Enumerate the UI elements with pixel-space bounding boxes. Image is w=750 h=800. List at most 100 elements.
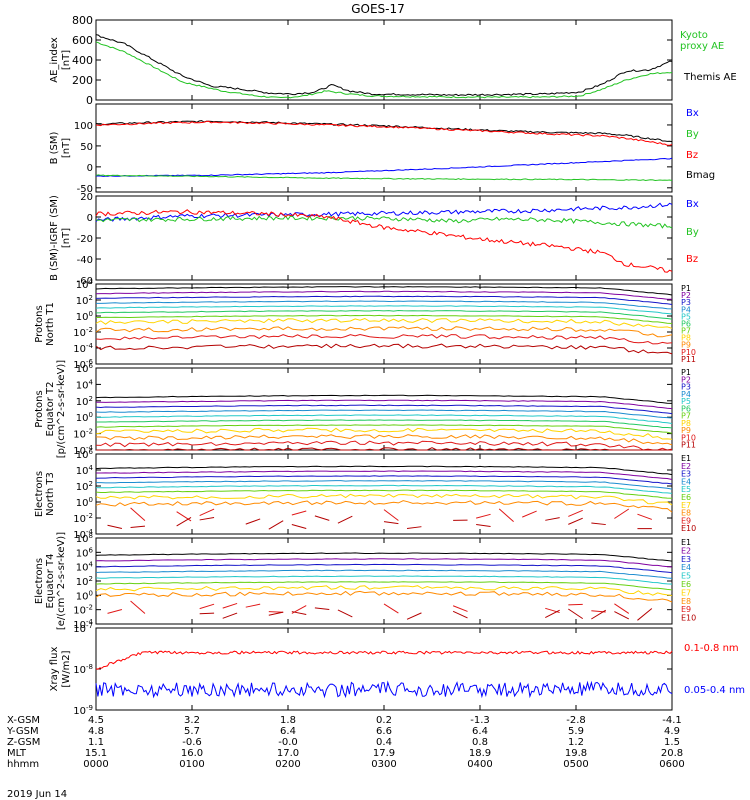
y-tick-label: 50 bbox=[80, 142, 93, 153]
series-e3 bbox=[95, 475, 673, 485]
series-e9 bbox=[568, 509, 583, 517]
series-e10 bbox=[545, 609, 560, 619]
ephemeris-value: 4.8 bbox=[88, 726, 104, 737]
y-tick-label: 400 bbox=[72, 54, 93, 67]
legend-p4: P4 bbox=[681, 390, 691, 399]
panel-frame bbox=[95, 103, 673, 193]
series-e2 bbox=[96, 470, 673, 480]
series-p1 bbox=[95, 394, 673, 404]
panel-frame bbox=[95, 537, 673, 625]
ephemeris-row-label: Z-GSM bbox=[7, 737, 40, 748]
series-p5 bbox=[95, 305, 673, 315]
y-axis-label: Protons bbox=[34, 305, 45, 342]
series-e2 bbox=[95, 558, 673, 568]
legend-e6: E6 bbox=[681, 493, 691, 502]
legend-e1: E1 bbox=[681, 454, 691, 463]
plot-title: GOES-17 bbox=[351, 2, 405, 16]
y-tick-label: 20 bbox=[80, 192, 93, 203]
legend-bx: Bx bbox=[686, 199, 699, 210]
y-tick-label: 100 bbox=[76, 496, 93, 509]
y-tick-label: 600 bbox=[72, 34, 93, 47]
series-e10 bbox=[199, 516, 215, 521]
legend-themis-ae: Themis AE bbox=[683, 72, 737, 83]
series-p6 bbox=[96, 419, 673, 429]
series-e9 bbox=[452, 605, 468, 612]
y-tick-label: 10-2 bbox=[73, 428, 93, 441]
y-tick-label: 100 bbox=[76, 411, 93, 424]
legend-by: By bbox=[686, 227, 699, 238]
legend-e3: E3 bbox=[681, 555, 691, 564]
legend-e2: E2 bbox=[681, 546, 691, 555]
series-e5 bbox=[95, 484, 673, 494]
legend-e5: E5 bbox=[681, 485, 691, 494]
series-e9 bbox=[107, 608, 123, 614]
y-tick-label: 106 bbox=[76, 546, 94, 559]
y-tick-label: 106 bbox=[76, 362, 94, 375]
legend-p5: P5 bbox=[681, 397, 691, 406]
y-axis-label: [nT] bbox=[61, 138, 72, 158]
y-axis-label: Electrons bbox=[34, 471, 45, 517]
legend-e8: E8 bbox=[681, 597, 691, 606]
series-themis-ae bbox=[95, 34, 673, 97]
y-axis-label: B (SM) bbox=[49, 131, 60, 164]
series-e10 bbox=[130, 525, 146, 528]
legend-p7: P7 bbox=[681, 327, 691, 336]
ephemeris-value: 0600 bbox=[659, 759, 684, 770]
series-e9 bbox=[498, 508, 514, 523]
ephemeris-row-label: Y-GSM bbox=[6, 726, 39, 737]
series-e3 bbox=[95, 563, 673, 574]
ephemeris-value: 0400 bbox=[467, 759, 492, 770]
legend-p11: P11 bbox=[681, 355, 696, 364]
series-e1 bbox=[95, 552, 673, 562]
ephemeris-value: 0.2 bbox=[376, 715, 392, 726]
b-minus-igrf-panel: 20 0 -20 -40 -60 B (SM)-IGRF (SM) [nT] Bx By Bz bbox=[49, 192, 699, 287]
legend-e10: E10 bbox=[681, 524, 696, 533]
series-p2 bbox=[95, 399, 673, 410]
y-tick-label: 104 bbox=[76, 561, 94, 574]
series-e9 bbox=[568, 603, 583, 606]
series-p8 bbox=[95, 317, 673, 329]
y-tick-label: 10-2 bbox=[73, 326, 93, 339]
series-by bbox=[95, 215, 673, 229]
protons-north-panel: 10410210010-210-410-6P1P2P3P4P5P6P7P8P9P… bbox=[34, 278, 696, 371]
ephemeris-value: 19.8 bbox=[565, 748, 587, 759]
ephemeris-value: 0100 bbox=[179, 759, 204, 770]
series-e10 bbox=[452, 610, 468, 619]
series-p1 bbox=[95, 286, 673, 296]
y-axis-label: Protons bbox=[34, 390, 45, 427]
series-p7 bbox=[95, 424, 673, 434]
series-xray-long bbox=[95, 650, 673, 670]
legend-e2: E2 bbox=[681, 462, 691, 471]
series-by bbox=[95, 174, 673, 182]
series-e10 bbox=[591, 522, 606, 526]
y-axis-label: North T3 bbox=[45, 472, 56, 516]
ephemeris-value: 17.0 bbox=[277, 748, 299, 759]
series-p9 bbox=[95, 326, 673, 338]
legend-e1: E1 bbox=[681, 538, 691, 547]
series-p9 bbox=[95, 434, 673, 446]
series-e10 bbox=[476, 524, 491, 528]
legend-p10: P10 bbox=[681, 433, 696, 442]
ephemeris-value: 5.7 bbox=[184, 726, 200, 737]
series-e10 bbox=[268, 611, 284, 616]
ephemeris-value: 6.4 bbox=[472, 726, 488, 737]
ephemeris-row-label: hhmm bbox=[7, 759, 39, 770]
legend-e9: E9 bbox=[681, 605, 691, 614]
ephemeris-value: 0.4 bbox=[376, 737, 392, 748]
electrons-north-panel: 10610410210010-210-4E1E2E3E4E5E6E7E8E9E1… bbox=[34, 448, 696, 541]
series-p11 bbox=[95, 343, 673, 355]
y-tick-label: 100 bbox=[76, 589, 93, 602]
series-e10 bbox=[199, 612, 215, 615]
ephemeris-value: 17.9 bbox=[373, 748, 395, 759]
ephemeris-value: 0200 bbox=[275, 759, 300, 770]
ephemeris-value: -4.1 bbox=[662, 715, 682, 726]
series-e10 bbox=[406, 526, 422, 530]
series-e9 bbox=[637, 513, 653, 520]
y-axis-label: [nT] bbox=[61, 228, 72, 248]
y-tick-label: 102 bbox=[76, 294, 93, 307]
electrons-equator-panel: 10810610410210010-210-4E1E2E3E4E5E6E7E8E… bbox=[34, 532, 696, 631]
y-tick-label: 104 bbox=[76, 378, 94, 391]
y-axis-label: [p/(cm^2-s-sr-keV)] bbox=[56, 360, 67, 459]
y-tick-label: -40 bbox=[77, 255, 93, 266]
